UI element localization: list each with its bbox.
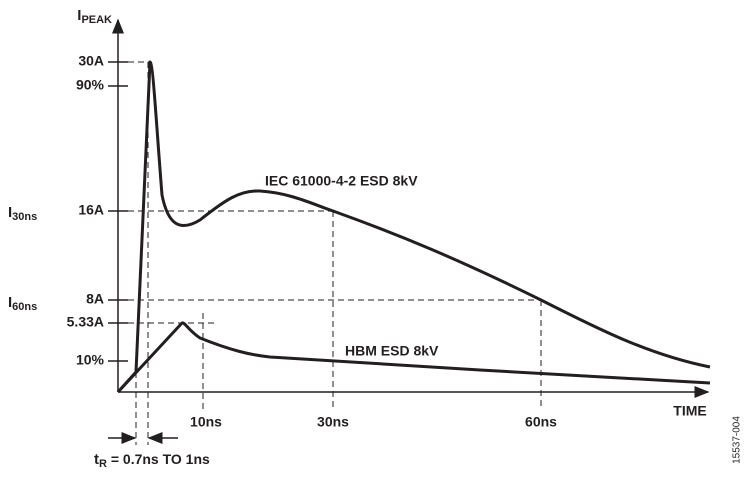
x-label: 10ns	[190, 414, 222, 430]
guide-lines	[128, 61, 542, 445]
side-label: I30ns	[8, 204, 37, 223]
y-label: 5.33A	[67, 314, 104, 330]
y-label: 90%	[76, 77, 105, 93]
y-axis-title: IPEAK	[77, 7, 112, 26]
iec-curve	[116, 60, 711, 394]
side-label: I60ns	[8, 294, 37, 313]
y-ticks	[108, 61, 128, 362]
curve-label: HBM ESD 8kV	[345, 343, 439, 359]
hbm-curve	[116, 321, 711, 394]
y-label: 8A	[86, 291, 104, 307]
rise-time-label: tR = 0.7ns TO 1ns	[94, 451, 210, 470]
y-label: 16A	[78, 202, 104, 218]
y-label: 10%	[76, 352, 105, 368]
x-axis-title: TIME	[673, 403, 706, 419]
y-label: 30A	[78, 53, 104, 69]
figure-id: 15537-004	[732, 416, 743, 464]
x-label: 30ns	[317, 414, 349, 430]
x-label: 60ns	[525, 414, 557, 430]
curve-label: IEC 61000-4-2 ESD 8kV	[265, 173, 418, 189]
